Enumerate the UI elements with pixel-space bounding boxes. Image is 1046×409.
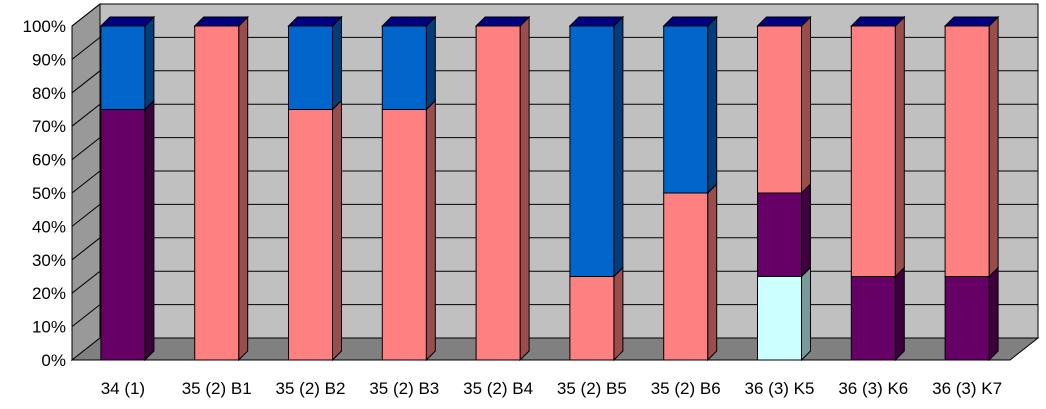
- bar-segment: [381, 25, 427, 110]
- bar-segment: [757, 192, 802, 277]
- bar-side: [801, 266, 811, 362]
- x-tick-label: 35 (2) B3: [369, 379, 439, 398]
- bar-top: [193, 16, 249, 27]
- bar-segment: [288, 109, 333, 361]
- bar-stack: [474, 15, 531, 362]
- bar-stack: [99, 15, 156, 362]
- x-tick-label: 35 (2) B5: [557, 379, 627, 398]
- chart-gridlines: [71, 3, 1038, 327]
- y-tick-label: 40%: [32, 217, 66, 236]
- bar-side: [988, 15, 999, 278]
- bar-side: [425, 15, 436, 111]
- bar-top: [943, 16, 1000, 27]
- x-tick-label: 36 (3) K6: [838, 379, 908, 398]
- gridline: [71, 137, 1038, 160]
- x-tick-label: 35 (2) B2: [276, 379, 346, 398]
- x-tick-label: 35 (2) B1: [182, 379, 252, 398]
- bar-side: [613, 15, 624, 278]
- bar-side: [613, 266, 624, 362]
- bar-side: [332, 15, 342, 111]
- y-tick-label: 100%: [23, 17, 66, 36]
- bar-side: [707, 15, 718, 195]
- gridline: [71, 270, 1038, 294]
- bar-stack: [756, 15, 812, 362]
- bar-top: [381, 16, 437, 27]
- bar-segment: [569, 276, 615, 361]
- bar-segment: [100, 25, 146, 110]
- x-axis-ticks: 34 (1) 35 (2) B1 35 (2) B2 35 (2) B3 35 (2) …: [101, 379, 1002, 398]
- gridline: [71, 70, 1038, 94]
- bar-stack: [662, 15, 718, 362]
- bar-top: [568, 16, 625, 27]
- gridline: [71, 304, 1038, 327]
- y-tick-label: 30%: [32, 251, 66, 270]
- bar-segment: [944, 276, 990, 361]
- bar-top: [756, 16, 812, 27]
- bar-top: [662, 16, 718, 27]
- gridline: [71, 3, 1038, 27]
- bar-segment: [663, 192, 709, 361]
- bar-segment: [381, 109, 427, 361]
- x-tick-label: 36 (3) K7: [932, 379, 1002, 398]
- bar-segment: [100, 109, 146, 361]
- bar-segment: [850, 25, 896, 277]
- bar-side: [519, 15, 530, 362]
- x-tick-label: 35 (2) B4: [463, 379, 533, 398]
- bar-segment: [475, 25, 521, 361]
- y-tick-label: 70%: [32, 117, 66, 136]
- bar-stack: [381, 15, 437, 362]
- bar-segment: [850, 276, 896, 361]
- bar-stack: [850, 15, 906, 362]
- bar-segment: [757, 25, 802, 194]
- chart-bars: [99, 15, 1000, 362]
- bar-top: [850, 16, 906, 27]
- bar-top: [474, 16, 531, 27]
- bar-segment: [194, 25, 240, 361]
- bar-side: [425, 99, 436, 362]
- x-tick-label: 35 (2) B6: [651, 379, 721, 398]
- y-tick-label: 90%: [32, 50, 66, 69]
- x-tick-label: 34 (1): [101, 379, 145, 398]
- y-tick-label: 50%: [32, 184, 66, 203]
- y-tick-label: 0%: [41, 351, 66, 370]
- bar-side: [894, 15, 905, 278]
- bar-stack: [193, 15, 249, 362]
- y-tick-label: 60%: [32, 151, 66, 170]
- bar-side: [707, 182, 718, 362]
- bar-stack: [943, 15, 1000, 362]
- y-tick-label: 80%: [32, 84, 66, 103]
- bar-side: [894, 266, 905, 362]
- bar-top: [287, 16, 343, 27]
- bar-side: [144, 99, 155, 362]
- bar-segment: [944, 25, 990, 277]
- x-tick-label: 36 (3) K5: [745, 379, 815, 398]
- bar-stack: [568, 15, 625, 362]
- bar-side: [144, 15, 155, 111]
- bar-top: [99, 16, 156, 27]
- bar-side: [801, 182, 811, 278]
- y-axis-ticks: 0% 10% 20% 30% 40% 50% 60% 70% 80% 90% 100%: [23, 17, 66, 370]
- bar-segment: [757, 276, 802, 361]
- bar-side: [801, 15, 811, 195]
- y-tick-label: 20%: [32, 284, 66, 303]
- y-tick-label: 10%: [32, 318, 66, 337]
- gridline: [71, 237, 1038, 261]
- bar-segment: [663, 25, 709, 194]
- bar-segment: [288, 25, 333, 110]
- bar-side: [238, 15, 249, 362]
- gridline: [71, 170, 1038, 194]
- gridline: [71, 36, 1038, 60]
- bar-segment: [569, 25, 615, 277]
- gridline: [71, 203, 1038, 227]
- bar-side: [332, 99, 342, 362]
- gridline: [71, 103, 1038, 127]
- bar-stack: [287, 15, 343, 362]
- bar-side: [988, 266, 999, 362]
